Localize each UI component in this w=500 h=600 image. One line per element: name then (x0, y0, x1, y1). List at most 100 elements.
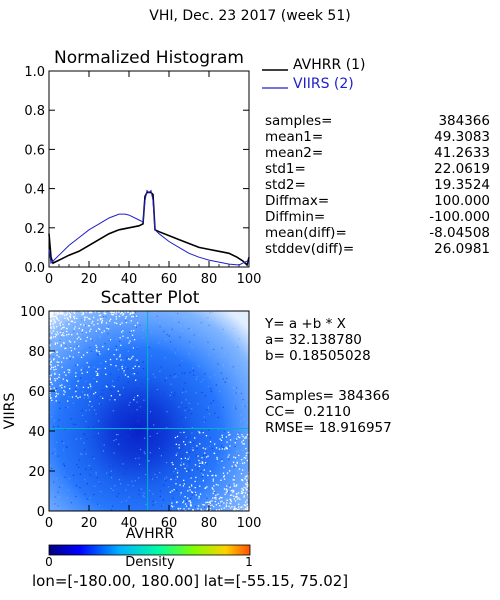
scatter-sparse-point (247, 477, 249, 479)
scatter-sparse-point (233, 509, 235, 511)
scatter-sparse-point (89, 330, 91, 332)
scatter-sparse-point (243, 495, 245, 497)
scatter-sparse-point (51, 383, 53, 385)
scatter-sparse-point (60, 311, 62, 313)
scatter-sparse-point (64, 386, 66, 388)
scatter-sparse-point (49, 331, 51, 333)
scatter-sparse-point (189, 441, 192, 443)
scatter-sparse-point (57, 312, 59, 314)
scatter-sparse-point (229, 470, 231, 472)
scatter-sparse-point (230, 500, 232, 502)
histogram-series-avhrr (48, 191, 250, 267)
scatter-sparse-point (183, 441, 185, 443)
scatter-sparse-point (58, 319, 60, 322)
scatter-sparse-point (129, 313, 131, 316)
scatter-sparse-point (205, 435, 208, 437)
scatter-sparse-point (96, 372, 99, 375)
scatter-sparse-point (233, 495, 235, 497)
scatter-sparse-point (212, 478, 214, 480)
scatter-sparse-point (88, 366, 90, 368)
scatter-sparse-point (85, 340, 87, 342)
scatter-sparse-point (180, 492, 182, 494)
scatter-sparse-point (121, 331, 123, 333)
scatter-sparse-point (54, 342, 57, 344)
scatter-sparse-point (233, 475, 235, 477)
scatter-sparse-point (49, 389, 51, 391)
scatter-sparse-point (55, 312, 57, 314)
scatter-sparse-point (117, 390, 119, 392)
scatter-sparse-point (245, 508, 247, 510)
scatter-sparse-point (176, 476, 179, 478)
scatter-sparse-point (233, 498, 235, 500)
scatter-sparse-point (211, 504, 213, 506)
scatter-sparse-point (231, 494, 233, 496)
scatter-sparse-point (131, 334, 134, 336)
stat-label: std2= (265, 177, 306, 193)
scatter-sparse-point (221, 436, 223, 438)
scatter-sparse-point (229, 507, 232, 509)
scatter-sparse-point (183, 508, 185, 510)
scatter-sparse-point (215, 474, 217, 477)
scatter-sparse-point (55, 392, 57, 395)
scatter-sparse-point (98, 351, 100, 353)
scatter-sparse-point (56, 342, 59, 344)
scatter-sparse-point (57, 311, 59, 314)
scatter-sparse-point (245, 483, 247, 485)
scatter-sparse-point (196, 445, 198, 447)
scatter-sparse-point (88, 311, 91, 313)
scatter-sparse-point (223, 478, 226, 480)
scatter-sparse-point (95, 349, 98, 351)
scatter-sparse-point (122, 335, 124, 337)
scatter-sparse-point (240, 506, 242, 508)
scatter-sparse-point (124, 311, 126, 313)
scatter-sparse-point (242, 479, 244, 482)
scatter-sparse-point (54, 336, 57, 338)
scatter-sparse-point (209, 502, 211, 504)
scatter-sparse-point (245, 475, 247, 477)
scatter-sparse-point (67, 400, 69, 402)
legend-label-avhrr: AVHRR (1) (293, 57, 366, 73)
scatter-sparse-point (114, 322, 116, 324)
scatter-sparse-point (80, 356, 83, 358)
scatter-sparse-point (203, 469, 205, 471)
scatter-sparse-point (241, 441, 243, 443)
scatter-sparse-point (174, 436, 177, 439)
scatter-sparse-point (49, 315, 51, 317)
scatter-sparse-point (49, 393, 51, 396)
scatter-sparse-point (63, 393, 65, 396)
scatter-sparse-point (229, 445, 231, 447)
scatter-sparse-point (61, 311, 63, 313)
scatter-sparse-point (53, 359, 55, 361)
scatter-sparse-point (66, 330, 68, 333)
stat-label: mean1= (265, 129, 324, 145)
scatter-sparse-point (183, 479, 185, 481)
scatter-sparse-point (209, 441, 212, 443)
scatter-sparse-point (207, 507, 209, 509)
regression-a: a= 32.138780 (265, 332, 362, 348)
scatter-sparse-point (223, 507, 225, 509)
scatter-sparse-point (234, 508, 236, 510)
scatter-sparse-point (238, 503, 240, 505)
scatter-sparse-point (94, 311, 96, 313)
scatter-sparse-point (201, 461, 203, 463)
scatter-sparse-point (235, 465, 237, 467)
scatter-sparse-point (213, 506, 215, 508)
scatter-sparse-point (53, 318, 55, 320)
scatter-sparse-point (91, 322, 93, 324)
stat-value: -100.000 (429, 209, 490, 225)
scatter-sparse-point (109, 358, 112, 361)
scatter-sparse-point (223, 475, 225, 477)
scatter-sparse-point (226, 441, 228, 443)
histogram-xtick-label: 80 (201, 272, 218, 287)
scatter-sparse-point (77, 397, 79, 399)
scatter-sparse-point (221, 500, 223, 502)
scatter-xtick-label: 60 (161, 516, 178, 531)
stat-value: 49.3083 (434, 129, 490, 145)
scatter-density (49, 311, 249, 511)
scatter-sparse-point (246, 509, 248, 511)
scatter-sparse-point (223, 488, 226, 490)
scatter-sparse-point (223, 466, 225, 469)
scatter-sparse-point (53, 358, 55, 360)
scatter-sparse-point (54, 343, 56, 345)
scatter-sparse-point (201, 457, 203, 459)
